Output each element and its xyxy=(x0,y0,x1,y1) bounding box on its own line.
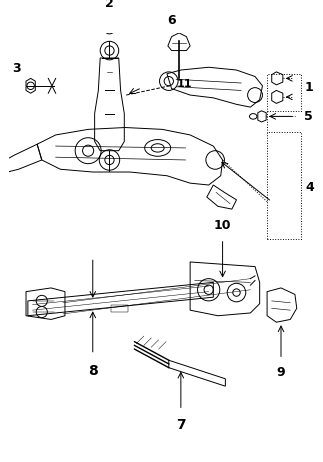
Text: 1: 1 xyxy=(304,81,313,94)
Text: 4: 4 xyxy=(305,181,314,195)
Text: 9: 9 xyxy=(277,366,285,379)
Text: 8: 8 xyxy=(88,364,98,378)
Text: 2: 2 xyxy=(105,0,114,10)
Bar xyxy=(267,132,301,239)
Text: 11: 11 xyxy=(176,79,192,89)
Text: 5: 5 xyxy=(304,110,313,123)
Bar xyxy=(111,304,128,312)
Text: 6: 6 xyxy=(167,14,176,27)
Bar xyxy=(267,74,301,111)
Text: 10: 10 xyxy=(214,219,231,232)
Text: 3: 3 xyxy=(12,61,21,75)
Text: 7: 7 xyxy=(176,418,186,432)
